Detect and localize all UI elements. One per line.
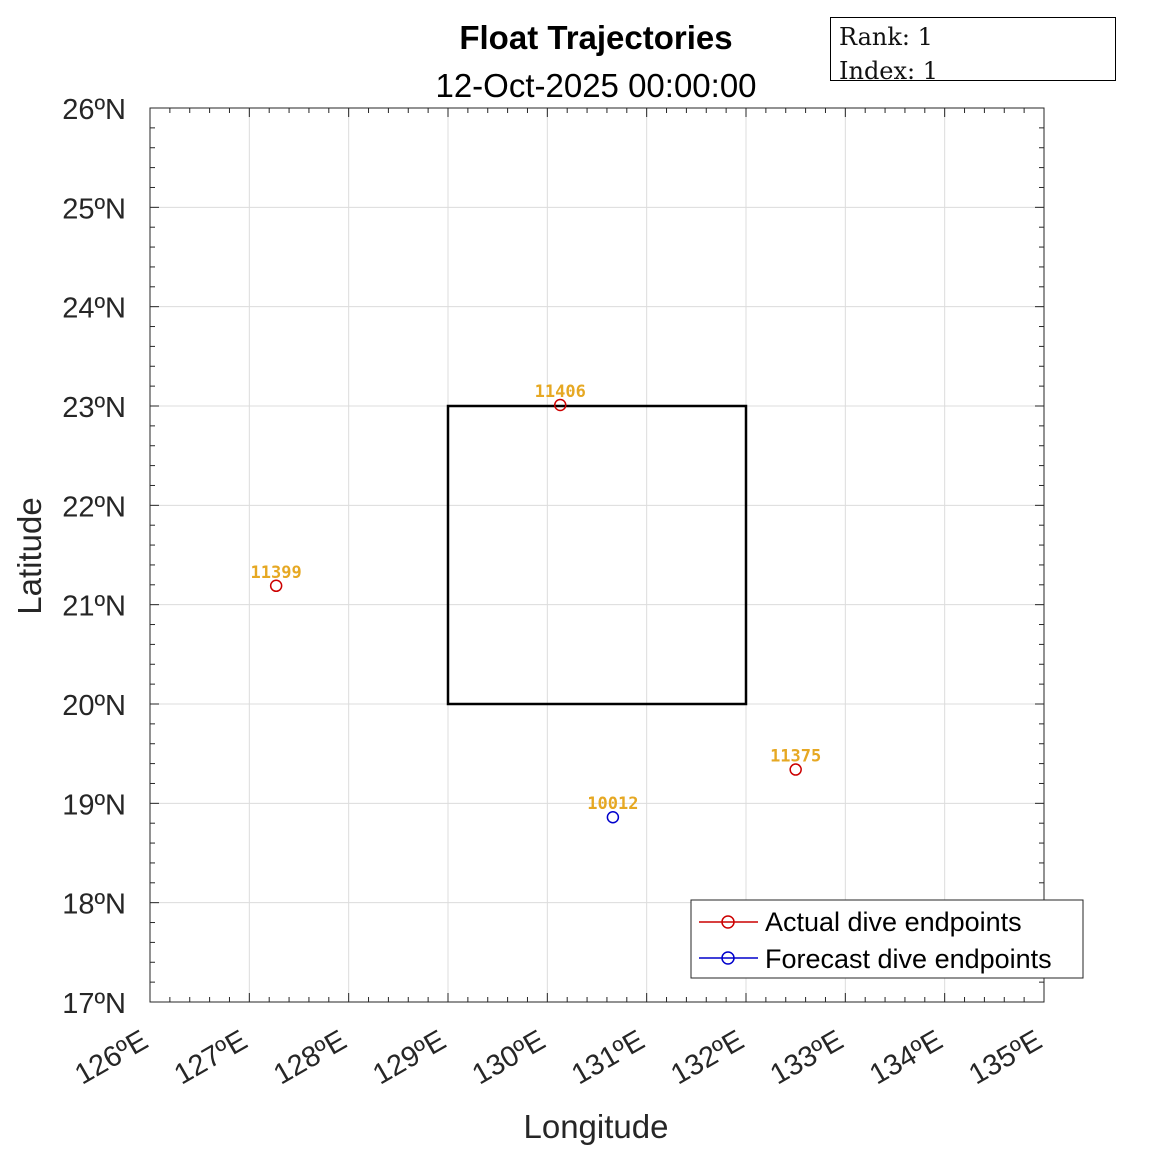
data-points: 11399 11406 11375 10012 [251,382,821,824]
x-tick-label: 127ºE [169,1024,253,1091]
y-axis-label: Latitude [11,497,48,614]
actual-endpoint-marker [789,763,802,776]
legend-actual-label: Actual dive endpoints [765,907,1022,937]
index-value: 1 [922,57,939,85]
y-tick-label: 22ºN [62,491,126,523]
float-id-label: 10012 [587,794,638,814]
region-box-layer [446,404,748,706]
x-tick-label: 135ºE [964,1024,1048,1091]
y-tick-label: 18ºN [62,889,126,921]
rank-line: Rank: 1 [839,20,1107,54]
rank-label: Rank: [839,23,911,51]
y-tick-label: 17ºN [62,988,126,1020]
y-tick-label: 24ºN [62,293,126,325]
x-tick-label: 128ºE [268,1024,352,1091]
x-tick-label: 132ºE [666,1024,750,1091]
index-line: Index: 1 [839,54,1107,88]
y-tick-label: 19ºN [62,789,126,821]
float-id-label: 11375 [770,747,821,767]
x-tick-label: 130ºE [467,1024,551,1091]
region-box [446,404,748,706]
axis-ticks [149,107,1045,1003]
actual-endpoint-marker [553,398,567,412]
rank-value: 1 [917,23,933,51]
chart-title: Float Trajectories [459,19,732,56]
x-tick-label: 129ºE [368,1024,452,1091]
chart-subtitle: 12-Oct-2025 00:00:00 [435,67,756,104]
y-tick-label: 21ºN [62,591,126,623]
x-tick-label: 134ºE [864,1024,948,1091]
x-axis-label: Longitude [524,1108,669,1145]
plot-frame [149,107,1045,1003]
index-label: Index: [839,57,916,85]
actual-endpoint-marker [269,579,283,593]
rank-index-box: Rank: 1 Index: 1 [830,17,1116,85]
x-tick-label: 131ºE [566,1024,650,1091]
chart-legend: Actual dive endpoints Forecast dive endp… [690,899,1084,979]
legend-actual-marker [721,915,735,929]
legend-forecast-marker [721,951,735,965]
forecast-endpoint-marker [606,810,620,824]
y-tick-label: 26ºN [62,94,126,126]
y-tick-label: 20ºN [62,690,126,722]
legend-forecast-label: Forecast dive endpoints [765,944,1052,974]
x-tick-label: 126ºE [70,1024,154,1091]
float-id-label: 11406 [535,382,586,402]
grid-lines [149,107,1045,1003]
y-tick-label: 23ºN [62,392,126,424]
float-id-label: 11399 [251,563,302,583]
legend-box [690,899,1084,979]
x-tick-label: 133ºE [765,1024,849,1091]
y-tick-label: 25ºN [62,193,126,225]
